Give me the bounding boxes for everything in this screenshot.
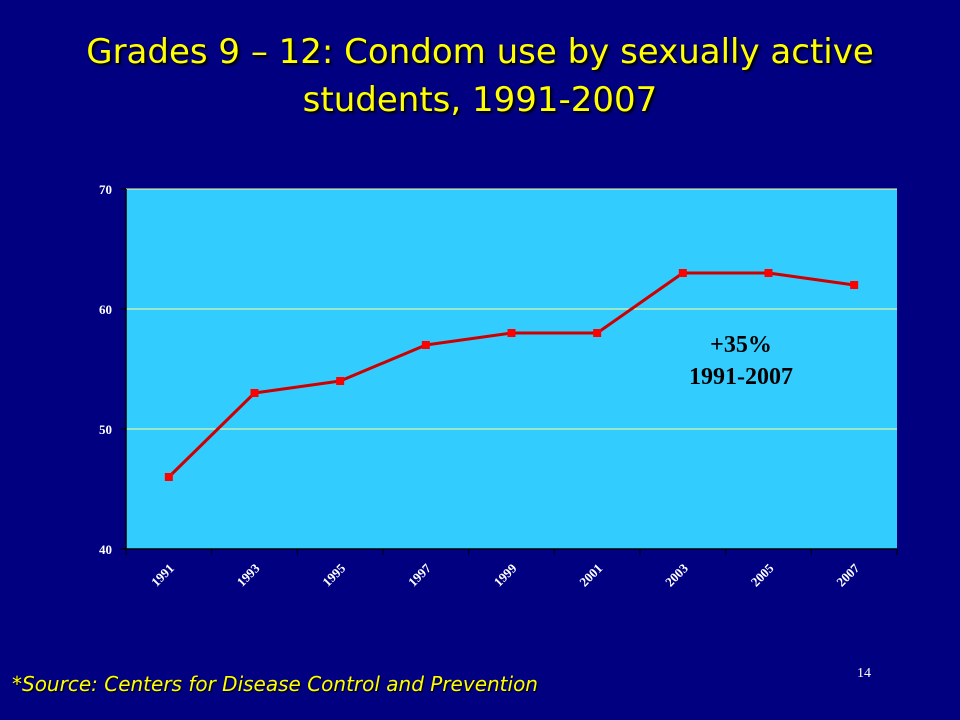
page-number: 14 [857,666,871,681]
data-point [164,473,173,481]
plot-area [126,189,897,549]
y-tick-label: 60 [99,302,112,317]
data-point [507,329,516,337]
y-tick-label: 50 [99,422,112,437]
x-tick-label: 1993 [234,560,263,589]
x-tick-label: 2005 [748,560,777,589]
x-tick-label: 1995 [319,560,348,589]
x-tick-label: 2003 [662,560,691,589]
x-tick-label: 1997 [405,560,434,589]
data-point [678,269,687,277]
data-point [850,281,859,289]
x-tick-label: 1991 [148,561,177,590]
slide-title: Grades 9 – 12: Condom use by sexually ac… [40,28,920,124]
data-point [336,377,345,385]
data-point [593,329,602,337]
y-tick-label: 40 [99,542,112,557]
x-tick-label: 1999 [491,560,520,589]
data-point [764,269,773,277]
source-note: *Source: Centers for Disease Control and… [12,672,538,696]
data-point [250,389,259,397]
data-point [421,341,430,349]
chart-annotation: 1991-2007 [689,364,793,390]
slide-title-line-2: students, 1991-2007 [302,80,658,120]
y-tick-label: 70 [99,182,112,197]
slide-title-line-1: Grades 9 – 12: Condom use by sexually ac… [86,32,874,72]
chart-annotation: +35% [710,332,772,358]
x-tick-label: 2001 [576,561,605,590]
x-tick-label: 2007 [833,560,862,589]
